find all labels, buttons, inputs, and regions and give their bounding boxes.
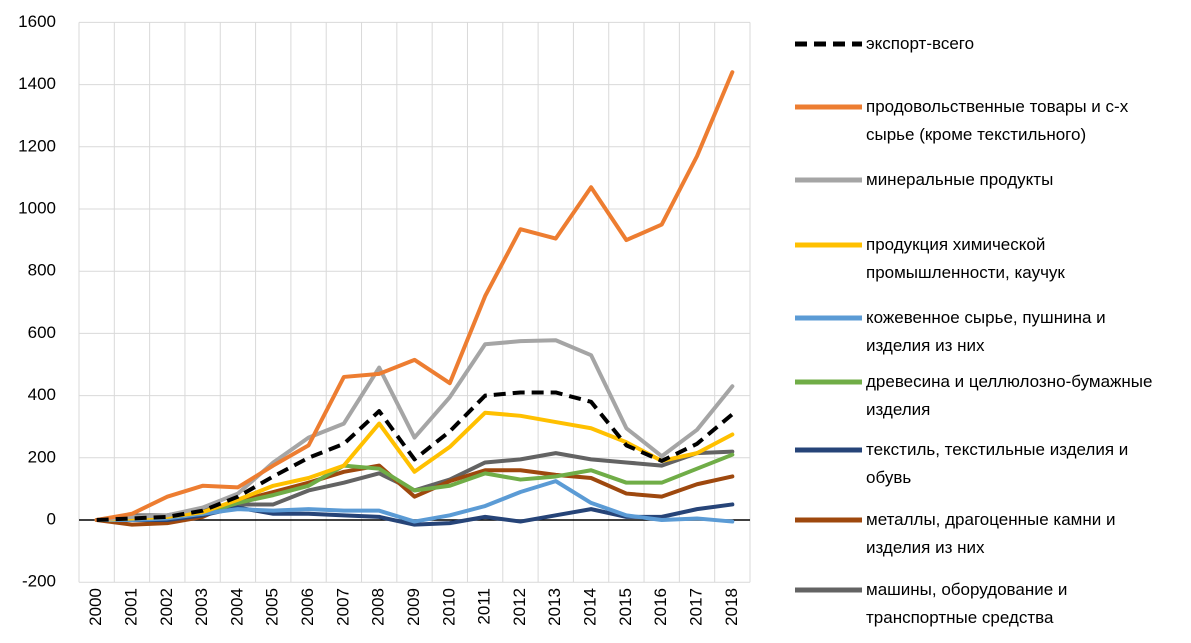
legend-label: экспорт-всего	[866, 34, 975, 53]
legend-label: текстиль, текстильные изделия и обувь	[866, 440, 1129, 487]
x-tick-label: 2003	[192, 588, 211, 626]
series-line	[94, 70, 735, 522]
x-tick-label: 2017	[687, 588, 706, 626]
x-tick-label: 2015	[616, 588, 635, 626]
legend-label: продукция химической промышленности, кау…	[866, 235, 1065, 282]
x-tick-label: 2010	[439, 588, 458, 626]
y-tick-label: -200	[22, 572, 56, 591]
x-tick-label: 2000	[86, 588, 105, 626]
x-tick-label: 2007	[333, 588, 352, 626]
y-tick-label: 400	[28, 385, 56, 404]
x-tick-label: 2016	[651, 588, 670, 626]
series-line	[96, 390, 734, 522]
x-tick-label: 2008	[369, 588, 388, 626]
y-tick-label: 200	[28, 447, 56, 466]
x-tick-label: 2018	[722, 588, 741, 626]
y-tick-label: 1400	[18, 74, 56, 93]
x-tick-label: 2013	[545, 588, 564, 626]
x-tick-label: 2005	[263, 588, 282, 626]
legend-label: машины, оборудование и транспортные сред…	[866, 580, 1068, 627]
x-tick-label: 2012	[510, 588, 529, 626]
y-tick-label: 800	[28, 261, 56, 280]
y-tick-label: 1200	[18, 136, 56, 155]
y-tick-label: 1600	[18, 12, 56, 31]
y-tick-label: 0	[47, 509, 56, 528]
legend-label: металлы, драгоценные камни и изделия из …	[866, 510, 1116, 557]
x-tick-label: 2002	[157, 588, 176, 626]
x-tick-label: 2011	[475, 588, 494, 625]
y-tick-label: 600	[28, 323, 56, 342]
x-tick-label: 2014	[581, 588, 600, 626]
legend-label: древесина и целлюлозно-бумажные изделия	[866, 372, 1153, 419]
x-tick-label: 2009	[404, 588, 423, 626]
x-tick-label: 2006	[298, 588, 317, 626]
legend-label: кожевенное сырье, пушнина и изделия из н…	[866, 308, 1106, 355]
y-tick-label: 1000	[18, 198, 56, 217]
legend-label: продовольственные товары и с-х сырье (кр…	[866, 97, 1129, 144]
x-tick-label: 2004	[227, 588, 246, 626]
series-line	[94, 410, 735, 522]
x-tick-label: 2001	[121, 588, 140, 626]
series-line	[94, 338, 735, 522]
legend-label: минеральные продукты	[866, 170, 1054, 189]
